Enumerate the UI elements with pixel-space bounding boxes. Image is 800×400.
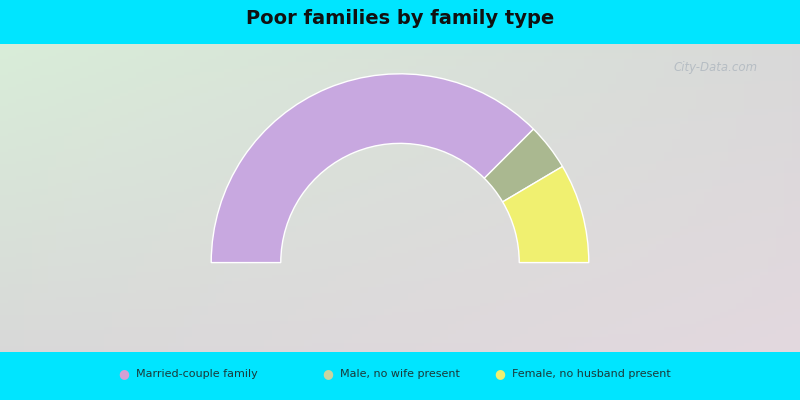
Text: ●: ● [494, 368, 506, 380]
Text: City-Data.com: City-Data.com [674, 62, 758, 74]
Text: Married-couple family: Married-couple family [136, 369, 258, 379]
Wedge shape [484, 129, 562, 202]
Text: Female, no husband present: Female, no husband present [512, 369, 670, 379]
Wedge shape [211, 74, 534, 262]
Text: ●: ● [322, 368, 334, 380]
Text: Poor families by family type: Poor families by family type [246, 8, 554, 28]
Text: ●: ● [118, 368, 130, 380]
Text: Male, no wife present: Male, no wife present [340, 369, 460, 379]
Wedge shape [502, 166, 589, 262]
